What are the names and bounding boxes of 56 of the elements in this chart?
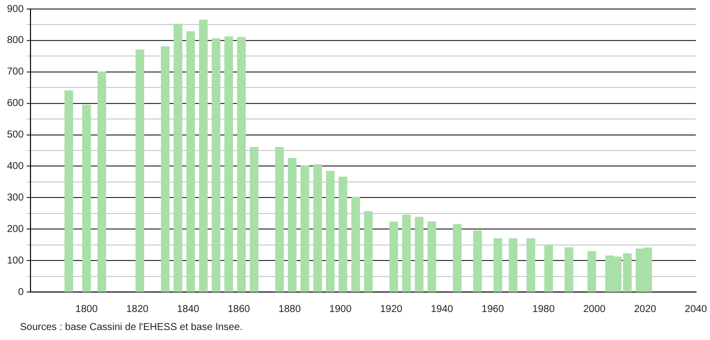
bar xyxy=(351,196,360,292)
y-tick-label: 700 xyxy=(6,66,24,78)
bar xyxy=(389,222,398,292)
bar xyxy=(428,222,436,292)
y-tick-label: 400 xyxy=(6,160,24,172)
x-tick-label: 2000 xyxy=(583,304,606,315)
x-tick-label: 1940 xyxy=(430,304,454,315)
bar xyxy=(300,165,310,292)
bar xyxy=(250,147,258,292)
bar xyxy=(544,244,553,292)
bar xyxy=(313,164,322,292)
bar xyxy=(364,211,373,292)
bar xyxy=(136,50,144,292)
bar xyxy=(494,238,502,292)
bar xyxy=(473,230,482,292)
bar xyxy=(186,31,195,292)
x-tick-label: 1880 xyxy=(278,304,302,315)
y-tick-label: 500 xyxy=(6,130,24,141)
y-tick-label: 0 xyxy=(18,286,24,298)
y-tick-label: 300 xyxy=(6,192,24,204)
x-tick-label: 1840 xyxy=(176,304,200,315)
bar xyxy=(526,238,536,292)
bar xyxy=(224,36,234,292)
bar xyxy=(564,247,574,292)
bar xyxy=(160,46,170,292)
x-tick-label: 2020 xyxy=(634,304,657,315)
x-tick-label: 1860 xyxy=(228,304,250,315)
x-tick-label: 1980 xyxy=(532,304,556,315)
bar xyxy=(587,251,596,292)
bar xyxy=(174,24,182,292)
bar xyxy=(452,224,462,292)
x-tick-label: 1920 xyxy=(380,304,403,315)
bar xyxy=(64,90,74,292)
source-note: Sources : base Cassini de l'EHESS et base Insee. xyxy=(20,322,243,333)
bar xyxy=(288,158,297,292)
y-tick-label: 800 xyxy=(6,35,24,46)
x-tick-label: 1820 xyxy=(126,304,149,315)
y-tick-label: 900 xyxy=(6,4,24,15)
bar xyxy=(237,36,246,292)
bar xyxy=(212,38,220,292)
x-tick-label: 1900 xyxy=(329,304,352,315)
bar xyxy=(97,72,106,292)
y-tick-label: 200 xyxy=(6,224,24,235)
bar xyxy=(82,104,91,292)
bar xyxy=(402,214,411,292)
bar xyxy=(199,20,208,292)
x-tick-label: 1800 xyxy=(75,304,98,315)
bar xyxy=(275,147,284,292)
y-tick-label: 600 xyxy=(6,98,24,110)
x-tick-label: 1960 xyxy=(482,304,504,315)
bar xyxy=(414,216,424,292)
bar xyxy=(508,238,518,292)
bar xyxy=(326,170,335,292)
y-tick-label: 100 xyxy=(6,255,24,266)
x-tick-label: 2040 xyxy=(684,304,708,315)
bar xyxy=(338,176,348,292)
